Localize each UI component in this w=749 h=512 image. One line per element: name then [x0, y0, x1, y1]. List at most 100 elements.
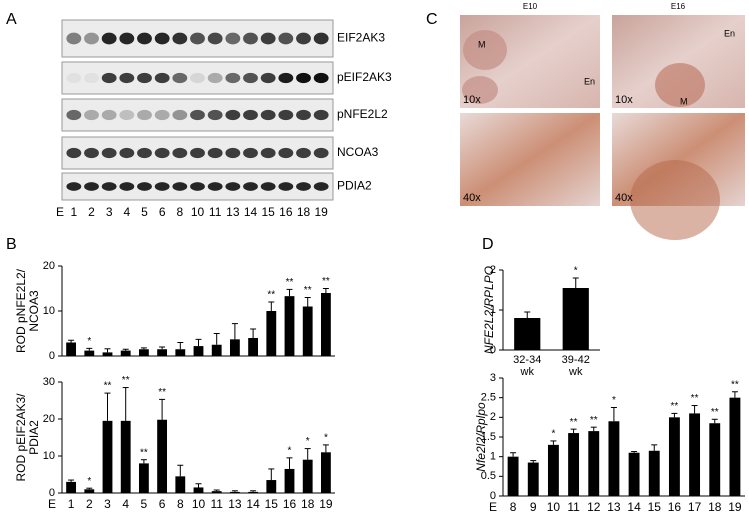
band — [313, 32, 329, 45]
tissue — [462, 76, 498, 104]
band — [260, 109, 276, 121]
x-tick-label: 39-42 — [562, 354, 590, 366]
bar — [84, 489, 95, 493]
band — [172, 72, 188, 84]
band — [154, 182, 170, 191]
error-bar — [159, 346, 166, 350]
significance: ** — [691, 393, 699, 404]
error-bar — [68, 479, 75, 482]
x-tick-label: 16 — [283, 497, 297, 511]
x-tick-label: 15 — [265, 497, 279, 511]
band — [225, 147, 241, 159]
error-bar — [195, 483, 202, 488]
significance: ** — [590, 415, 598, 426]
error-bar — [322, 288, 329, 293]
magnification: 40x — [463, 192, 481, 204]
panel-label: C — [426, 11, 438, 28]
blot-label: pNFE2L2 — [337, 107, 388, 121]
bar — [138, 349, 149, 356]
x-tick-label: 11 — [210, 497, 223, 511]
band — [260, 182, 276, 191]
lane-label: 16 — [279, 205, 293, 219]
band — [296, 32, 311, 45]
band — [66, 147, 82, 159]
bar — [102, 352, 113, 356]
band — [154, 109, 170, 121]
blot-label: pEIF2AK3 — [337, 70, 392, 84]
lane-label: 4 — [123, 205, 130, 219]
significance: ** — [267, 290, 275, 301]
x-tick-label: 19 — [319, 497, 333, 511]
x-tick-label: 10 — [547, 500, 561, 512]
bar — [302, 306, 313, 356]
y-tick-label: 2 — [490, 264, 496, 276]
y-tick-label: 10 — [43, 450, 55, 462]
y-axis-label: NCOA3 — [27, 290, 41, 332]
y-tick-label: 30 — [43, 376, 55, 388]
band — [260, 32, 276, 45]
band — [119, 72, 135, 84]
x-tick-label: 14 — [627, 500, 641, 512]
band — [172, 147, 188, 159]
bar — [588, 431, 600, 496]
column-header: E16 — [671, 2, 686, 11]
bar — [266, 311, 277, 356]
band — [101, 147, 117, 159]
band — [84, 147, 99, 159]
significance: * — [87, 476, 91, 487]
band — [243, 109, 258, 121]
x-tick-label: 18 — [301, 497, 315, 511]
error-bar — [122, 387, 129, 421]
bar — [514, 318, 541, 350]
column-header: E10 — [523, 2, 538, 11]
significance: ** — [671, 401, 679, 412]
x-tick-label: 19 — [728, 500, 742, 512]
lane-label: 19 — [314, 205, 328, 219]
band — [278, 182, 294, 191]
bar — [507, 456, 519, 496]
error-bar — [631, 451, 638, 453]
bar — [668, 417, 680, 496]
error-bar — [304, 297, 311, 307]
bar — [628, 452, 640, 496]
magnification: 40x — [615, 192, 633, 204]
band — [137, 72, 152, 84]
x-tick-label: 8 — [510, 500, 517, 512]
band — [137, 182, 152, 191]
lane-label: 11 — [209, 205, 222, 219]
band — [313, 147, 329, 159]
x-tick-label: 14 — [246, 497, 260, 511]
error-bar — [570, 428, 577, 434]
x-tick-label: 4 — [122, 497, 129, 511]
band — [154, 32, 170, 45]
x-tick-label: 13 — [607, 500, 621, 512]
x-tick-label: 6 — [159, 497, 166, 511]
x-tick-label: 5 — [141, 497, 148, 511]
x-tick-label: 1 — [68, 497, 75, 511]
error-bar — [524, 311, 531, 318]
band — [207, 109, 223, 121]
bar — [527, 462, 539, 496]
band — [296, 72, 311, 84]
lane-label: 6 — [159, 205, 166, 219]
bar — [157, 419, 168, 493]
band — [296, 109, 311, 121]
x-tick-label: 12 — [587, 500, 601, 512]
band — [225, 109, 241, 121]
bar — [729, 397, 741, 496]
lane-label: 18 — [297, 205, 311, 219]
bar — [568, 433, 580, 496]
error-bar — [691, 405, 698, 414]
y-tick-label: 2.5 — [481, 392, 496, 404]
band — [313, 182, 329, 191]
error-bar — [104, 392, 111, 421]
error-bar — [286, 288, 293, 297]
error-bar — [86, 347, 93, 351]
band — [154, 72, 170, 84]
y-tick-label: 10 — [43, 305, 55, 317]
bar — [157, 349, 168, 356]
band — [172, 32, 188, 45]
panel-label: D — [482, 236, 494, 253]
significance: * — [87, 336, 91, 347]
